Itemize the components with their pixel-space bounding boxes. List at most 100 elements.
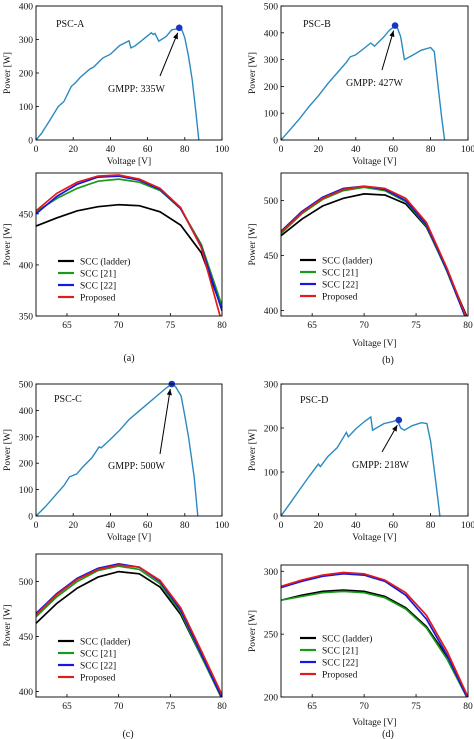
x-tick-label: 20 — [68, 521, 78, 531]
x-tick-label: 60 — [143, 521, 153, 531]
y-tick-label: 0 — [273, 513, 278, 523]
x-tick-label: 65 — [62, 321, 72, 331]
case-label: PSC-D — [300, 395, 328, 406]
gmpp-arrow — [381, 30, 395, 71]
axes-frame — [35, 383, 223, 517]
panel-caption: (b) — [382, 355, 394, 366]
chart-panel-1: 0 20 40 60 80 100 0 100 200 300 400 Power [W] Voltag… — [3, 3, 229, 168]
x-tick-label: 75 — [411, 321, 421, 331]
y-tick-label: 300 — [264, 381, 279, 391]
pv-curve — [281, 24, 446, 140]
case-label: PSC-A — [56, 19, 85, 30]
x-tick-label: 80 — [426, 145, 436, 155]
panel-caption: (c) — [122, 729, 133, 739]
x-tick-label: 60 — [143, 145, 153, 155]
legend-label: SCC (ladder) — [322, 256, 372, 267]
x-tick-label: 70 — [114, 321, 124, 331]
legend-label: SCC (ladder) — [80, 257, 130, 268]
x-tick-label: 65 — [307, 702, 317, 712]
gmpp-arrow — [159, 388, 171, 455]
legend-label: SCC [21] — [322, 269, 358, 279]
axes-frame — [35, 5, 223, 141]
x-tick-label: 70 — [359, 321, 369, 331]
chart-panel-8: 65 70 75 80 200 250 300 Power [W] Voltage [V] SCC… — [248, 564, 473, 739]
x-tick-label: 100 — [461, 145, 474, 155]
series-line-proposed — [281, 571, 468, 697]
chart-panel-6: 0 20 40 60 80 100 0 100 200 300 Power [W] Voltage [… — [248, 381, 474, 544]
x-axis-label: Voltage [V] — [352, 157, 396, 167]
y-tick-label: 400 — [264, 29, 279, 39]
y-tick-label: 400 — [19, 688, 34, 698]
x-tick-label: 40 — [351, 145, 361, 155]
y-axis-label: Power [W] — [3, 224, 13, 266]
x-tick-label: 70 — [114, 702, 124, 712]
axes-frame — [280, 564, 469, 698]
y-tick-label: 400 — [19, 407, 34, 417]
y-tick-label: 400 — [264, 307, 279, 317]
chart-panel-5: 0 20 40 60 80 100 0 100 200 300 400 500 Power [W] Vol… — [3, 381, 229, 544]
legend-label: Proposed — [322, 671, 358, 681]
x-tick-label: 20 — [314, 145, 324, 155]
gmpp-arrowhead — [389, 30, 395, 38]
gmpp-arrowhead — [173, 32, 178, 40]
axes-frame — [35, 172, 223, 317]
gmpp-arrowhead — [166, 389, 172, 396]
plot-area — [36, 563, 222, 697]
axes-frame — [35, 553, 223, 698]
y-tick-label: 200 — [264, 694, 279, 704]
y-tick-label: 0 — [273, 137, 278, 147]
y-tick-label: 0 — [28, 137, 33, 147]
x-tick-label: 0 — [34, 521, 39, 531]
x-tick-label: 100 — [215, 145, 230, 155]
plot-area — [36, 174, 222, 316]
y-tick-label: 500 — [264, 197, 279, 207]
series-line-proposed — [281, 185, 467, 316]
x-tick-label: 75 — [166, 321, 176, 331]
y-tick-label: 100 — [264, 110, 279, 120]
chart-panel-2: 0 20 40 60 80 100 0 100 200 300 400 500 Power [W] Vol… — [248, 3, 474, 168]
gmpp-marker — [395, 416, 403, 424]
y-tick-label: 300 — [264, 56, 279, 66]
y-tick-label: 200 — [19, 460, 34, 470]
x-tick-label: 80 — [463, 702, 473, 712]
pv-curve — [281, 415, 441, 516]
y-tick-label: 500 — [19, 381, 34, 391]
series-line-scc-21 — [281, 590, 468, 697]
series-line-scc-ladder — [36, 203, 222, 310]
x-tick-label: 40 — [351, 521, 361, 531]
case-label: PSC-B — [303, 19, 331, 30]
legend-label: SCC [21] — [322, 647, 358, 657]
y-axis-label: Power [W] — [248, 224, 258, 266]
series-line-scc-ladder — [281, 589, 468, 697]
gmpp-arrow — [159, 32, 179, 77]
y-tick-label: 450 — [19, 210, 34, 220]
plot-area — [36, 384, 199, 516]
y-tick-label: 350 — [19, 313, 34, 323]
x-tick-label: 40 — [106, 521, 116, 531]
gmpp-marker — [391, 22, 399, 29]
x-tick-label: 20 — [68, 145, 78, 155]
legend-label: SCC [22] — [322, 659, 358, 669]
y-tick-label: 400 — [19, 261, 34, 271]
axes-frame — [280, 5, 469, 141]
series-line-scc-21 — [36, 565, 222, 697]
chart-panel-7: 65 70 75 80 400 450 500 Power [W] SCC (ladder) SC… — [3, 553, 227, 739]
gmpp-label: GMPP: 427W — [346, 78, 404, 89]
y-tick-label: 0 — [28, 513, 33, 523]
pv-curve — [36, 384, 199, 516]
x-tick-label: 40 — [106, 145, 116, 155]
y-tick-label: 300 — [19, 36, 34, 46]
x-tick-label: 80 — [180, 145, 190, 155]
y-axis-label: Power [W] — [3, 52, 13, 94]
y-tick-label: 200 — [264, 425, 279, 435]
x-tick-label: 80 — [180, 521, 190, 531]
y-tick-label: 500 — [19, 578, 34, 588]
legend-label: SCC [22] — [322, 281, 358, 291]
legend-label: SCC [22] — [80, 282, 116, 292]
y-tick-label: 400 — [19, 3, 34, 13]
legend-label: Proposed — [80, 294, 116, 304]
series-line-scc-22 — [281, 572, 468, 697]
y-tick-label: 200 — [264, 83, 279, 93]
y-axis-label: Power [W] — [248, 429, 258, 471]
